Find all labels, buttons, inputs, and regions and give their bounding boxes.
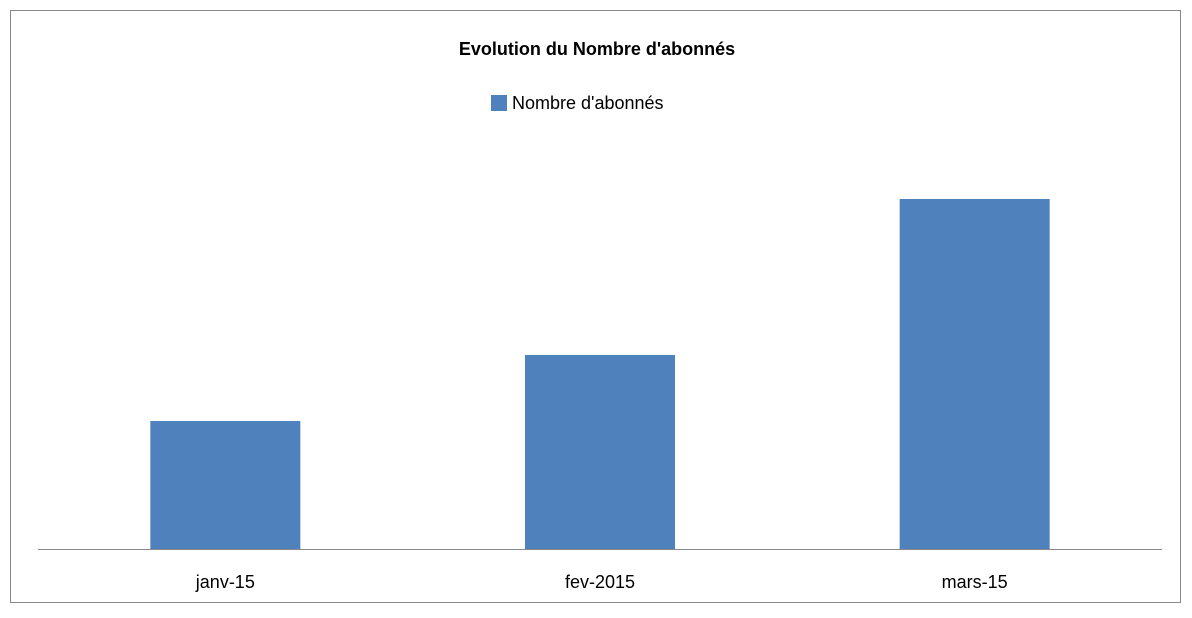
legend-label: Nombre d'abonnés — [512, 93, 664, 113]
x-tick-label: fev-2015 — [565, 572, 635, 592]
x-tick-label: mars-15 — [942, 572, 1008, 592]
legend-swatch — [491, 95, 507, 111]
x-tick-label: janv-15 — [195, 572, 255, 592]
bar — [150, 421, 301, 549]
bar — [525, 355, 675, 549]
chart-title: Evolution du Nombre d'abonnés — [459, 39, 735, 59]
bar — [899, 199, 1050, 549]
